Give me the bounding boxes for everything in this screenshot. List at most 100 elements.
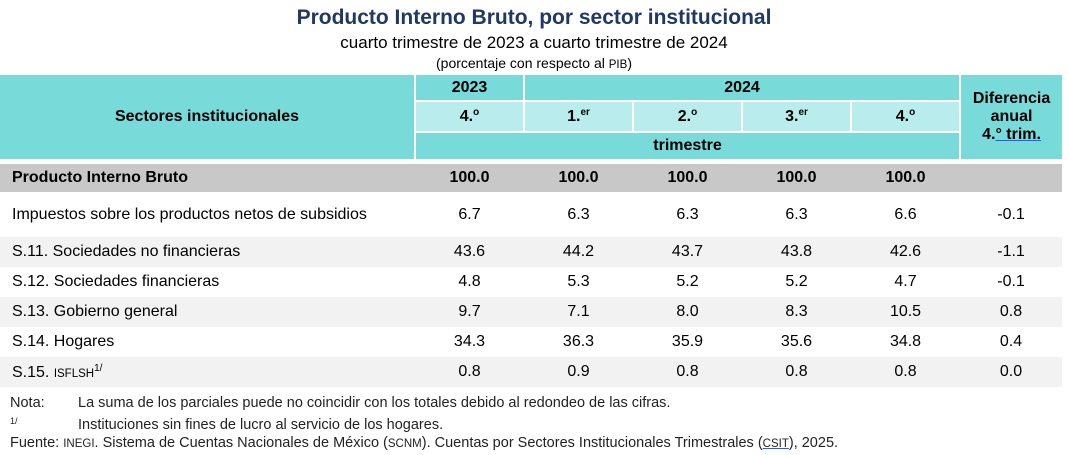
value-cell: 43.6 — [415, 237, 524, 267]
value-cell: 8.3 — [742, 297, 851, 327]
value-cell: 7.1 — [524, 297, 633, 327]
diff-cell: -1.1 — [960, 237, 1063, 267]
value-cell: 0.8 — [633, 357, 742, 387]
table-body: Producto Interno Bruto 100.0 100.0 100.0 100… — [0, 164, 1063, 387]
quarter-sup: o — [473, 107, 480, 118]
value-cell: 0.8 — [415, 357, 524, 387]
source-line: Fuente: INEGI. Sistema de Cuentas Nacion… — [10, 434, 838, 453]
table-row: Impuestos sobre los productos netos de s… — [0, 192, 1062, 237]
table-row: Producto Interno Bruto 100.0 100.0 100.0 100… — [0, 164, 1063, 192]
units-abbr: PIB — [608, 59, 628, 71]
value-cell: 8.0 — [633, 297, 742, 327]
quarter-num: 2. — [677, 108, 692, 125]
value-cell: 0.8 — [851, 357, 961, 387]
diff-cell: 0.0 — [960, 357, 1063, 387]
value-cell: 34.3 — [453, 333, 486, 350]
source-abbr-scnm: SCNM — [387, 438, 422, 450]
value-cell: 43.8 — [742, 237, 851, 267]
header-diff: Diferencia anual 4.° trim. — [959, 75, 1063, 159]
value-cell: 9.7 — [415, 297, 524, 327]
diff-cell: -0.1 — [997, 205, 1025, 223]
footnote-line: 1/Instituciones sin fines de lucro al se… — [10, 412, 838, 434]
diff-cell: 0.4 — [999, 333, 1023, 350]
source-abbr-inegi: INEGI — [63, 438, 95, 450]
units-note: (porcentaje con respecto al PIB) — [0, 55, 1068, 71]
quarter-header: 2.o — [632, 101, 742, 133]
table-row: S.13. Gobierno general 9.7 7.1 8.0 8.3 10.5 0.… — [0, 297, 1063, 327]
value-cell: 100.0 — [851, 164, 961, 192]
nota-key: Nota: — [10, 395, 45, 411]
header-row-label: Sectores institucionales — [0, 75, 415, 159]
value-cell: 4.7 — [894, 273, 917, 290]
value-cell: 0.8 — [742, 357, 851, 387]
quarter-sup: o — [691, 107, 698, 118]
value-cell: 100.0 — [633, 164, 742, 192]
notes-block: Nota: La suma de los parciales puede no c… — [10, 394, 838, 453]
quarter-header: 4.o — [414, 101, 524, 133]
diff-cell: -0.1 — [997, 273, 1025, 290]
quarter-num: 3. — [785, 108, 799, 125]
value-cell: 5.2 — [676, 273, 699, 290]
units-suffix: ) — [627, 55, 632, 71]
diff-cell: 0.8 — [960, 297, 1063, 327]
quarter-header: 1.er — [523, 101, 633, 133]
value-cell: 100.0 — [415, 164, 524, 192]
value-cell: 35.9 — [671, 333, 704, 350]
quarter-header-row: 4.o 1.er 2.o 3.er 4.o — [0, 101, 1062, 133]
chart-title: Producto Interno Bruto, por sector insti… — [296, 6, 772, 29]
header-diff-trim: trim. — [1001, 126, 1041, 143]
header-diff-line3: 4.° trim. — [961, 126, 1062, 144]
table-row: S.12. Sociedades financieras 4.8 5.3 5.2 5.2… — [0, 267, 1062, 297]
value-cell: 36.3 — [562, 333, 595, 350]
chart-subtitle: cuarto trimestre de 2023 a cuarto trimes… — [340, 33, 728, 52]
quarter-num: 4. — [459, 108, 474, 125]
header-diff-deg: ° — [995, 126, 1002, 143]
row-label: S.13. Gobierno general — [0, 297, 415, 327]
row-label: S.15. ISFLSH1/ — [0, 357, 415, 387]
row-label-abbr: ISFLSH — [53, 367, 95, 380]
quarter-sup: er — [580, 107, 590, 118]
value-cell: 5.2 — [785, 273, 808, 290]
value-cell: 6.3 — [785, 205, 808, 223]
header-year-2023: 2023 — [414, 75, 524, 102]
value-cell: 100.0 — [524, 164, 633, 192]
header-diff-line2: anual — [990, 108, 1033, 125]
value-cell: 35.6 — [780, 333, 813, 350]
table-row: S.11. Sociedades no financieras 43.6 44.2 4… — [0, 237, 1063, 267]
row-label-sup: 1/ — [94, 362, 103, 374]
quarter-num: 1. — [567, 108, 581, 125]
value-cell: 6.3 — [676, 205, 699, 223]
value-cell: 43.7 — [633, 237, 742, 267]
header-gap — [0, 159, 1063, 164]
source-key: Fuente: — [10, 435, 64, 451]
row-label: Impuestos sobre los productos netos de s… — [12, 205, 367, 223]
value-cell: 42.6 — [851, 237, 961, 267]
source-mid2: ). Cuentas por Sectores Institucionales … — [421, 435, 763, 451]
value-cell: 34.8 — [889, 333, 922, 350]
table-row: S.15. ISFLSH1/0.8 0.9 0.8 0.8 0.8 0.0 — [0, 357, 1063, 387]
footnote-text: Instituciones sin fines de lucro al serv… — [78, 417, 444, 433]
value-cell: 44.2 — [524, 237, 633, 267]
value-cell: 10.5 — [851, 297, 961, 327]
period-label: trimestre — [413, 132, 961, 159]
row-label: S.11. Sociedades no financieras — [0, 237, 415, 267]
value-cell: 6.7 — [458, 205, 481, 223]
quarter-num: 4. — [895, 108, 910, 125]
row-label-prefix: S.15. — [12, 363, 54, 381]
diff-cell — [960, 164, 1063, 192]
row-label: Producto Interno Bruto — [0, 164, 415, 192]
source-abbr-csit: CSIT — [762, 438, 789, 450]
header-diff-line1: Diferencia — [972, 90, 1051, 107]
row-label: S.14. Hogares — [12, 333, 115, 350]
nota-line: Nota: La suma de los parciales puede no c… — [10, 394, 838, 412]
row-label: S.12. Sociedades financieras — [12, 273, 220, 290]
source-mid: . Sistema de Cuentas Nacionales de Méxic… — [94, 435, 388, 451]
table-row: S.14. Hogares 34.3 36.3 35.9 35.6 34.8 0.4 — [0, 327, 1062, 357]
quarter-sup: er — [798, 107, 808, 118]
value-cell: 4.8 — [458, 273, 481, 290]
footnote-key: 1/ — [10, 416, 18, 426]
quarter-header: 3.er — [741, 101, 851, 133]
header-diff-q: 4. — [982, 126, 996, 143]
data-table: Sectores institucionales 2023 2024 Difer… — [0, 75, 1063, 387]
